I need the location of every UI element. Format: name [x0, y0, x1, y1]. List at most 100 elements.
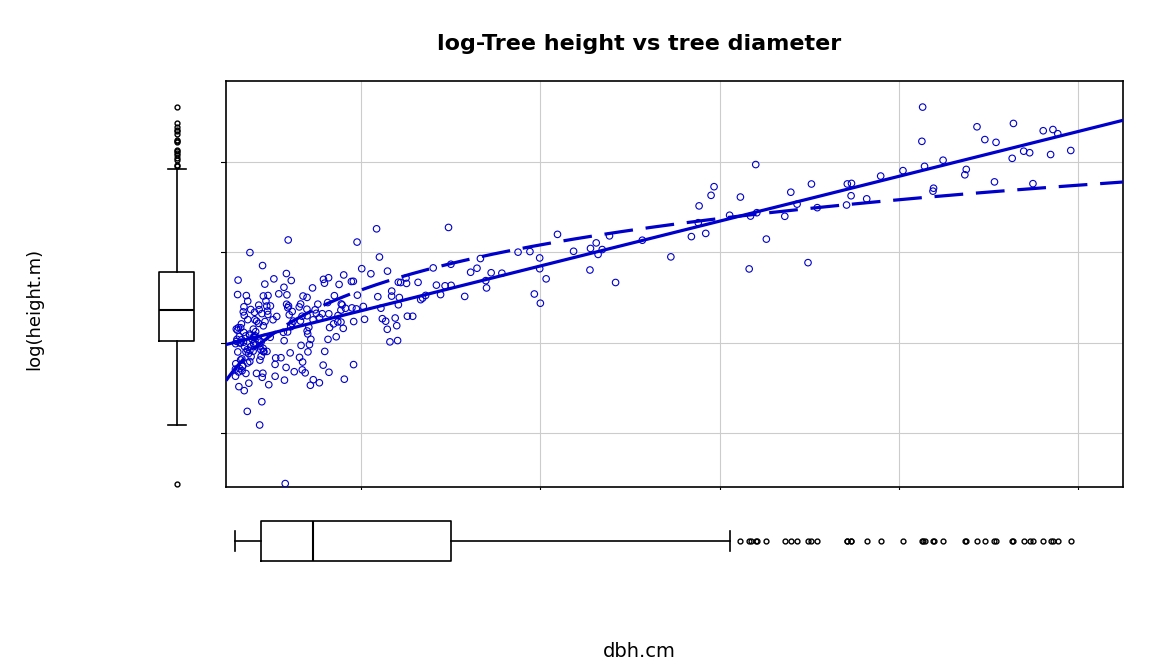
- Point: [281, 347, 300, 358]
- Point: [234, 360, 252, 371]
- Point: [409, 277, 427, 288]
- Point: [581, 265, 599, 276]
- Point: [228, 289, 247, 300]
- Point: [247, 339, 265, 350]
- Point: [382, 291, 401, 302]
- Point: [236, 331, 255, 341]
- Point: [256, 317, 274, 327]
- Point: [279, 300, 297, 311]
- Point: [582, 243, 600, 254]
- Point: [293, 364, 311, 375]
- Point: [336, 303, 355, 314]
- Point: [342, 302, 361, 313]
- Point: [482, 267, 500, 278]
- Point: [251, 341, 270, 351]
- Point: [242, 341, 260, 352]
- Text: log-Tree height vs tree diameter: log-Tree height vs tree diameter: [438, 34, 841, 54]
- Point: [309, 299, 327, 310]
- Point: [294, 291, 312, 302]
- Point: [367, 223, 386, 234]
- Point: [251, 344, 270, 355]
- Point: [373, 313, 392, 324]
- Point: [256, 332, 274, 343]
- Point: [290, 352, 309, 363]
- Point: [399, 311, 417, 322]
- Point: [325, 319, 343, 329]
- Point: [247, 327, 265, 337]
- Point: [968, 122, 986, 132]
- Point: [290, 302, 309, 312]
- Point: [333, 300, 351, 310]
- Point: [957, 164, 976, 175]
- Point: [871, 171, 889, 181]
- Point: [396, 273, 415, 284]
- Point: [275, 335, 294, 346]
- Point: [232, 323, 250, 333]
- Point: [250, 419, 268, 430]
- Point: [319, 308, 338, 319]
- Point: [732, 192, 750, 202]
- Point: [249, 318, 267, 329]
- Point: [1015, 146, 1033, 157]
- Point: [521, 246, 539, 257]
- Point: [914, 101, 932, 112]
- Point: [259, 379, 278, 390]
- Point: [249, 335, 267, 345]
- Point: [233, 353, 251, 364]
- Point: [279, 235, 297, 245]
- Point: [233, 366, 251, 376]
- Point: [242, 304, 260, 315]
- Point: [304, 374, 323, 385]
- Point: [228, 347, 247, 358]
- Point: [237, 290, 256, 301]
- Point: [278, 290, 296, 300]
- Point: [392, 277, 410, 288]
- Point: [302, 334, 320, 345]
- Point: [265, 274, 283, 284]
- Point: [304, 314, 323, 325]
- Point: [493, 268, 511, 279]
- Point: [439, 222, 457, 233]
- Point: [740, 263, 758, 274]
- Point: [276, 478, 295, 489]
- Point: [281, 321, 300, 332]
- Point: [1021, 147, 1039, 158]
- Point: [245, 332, 264, 343]
- Point: [235, 302, 253, 312]
- Point: [310, 312, 328, 323]
- Point: [266, 353, 285, 364]
- Point: [291, 298, 310, 309]
- Point: [244, 346, 263, 357]
- Point: [411, 294, 430, 305]
- Point: [746, 159, 765, 170]
- Point: [298, 292, 317, 303]
- Point: [238, 358, 257, 368]
- Point: [593, 244, 612, 255]
- Point: [397, 278, 416, 289]
- Point: [327, 331, 346, 342]
- Point: [842, 178, 861, 189]
- Point: [272, 352, 290, 363]
- Point: [227, 324, 245, 335]
- Point: [266, 371, 285, 382]
- Point: [588, 237, 606, 248]
- Point: [248, 316, 266, 327]
- Point: [335, 374, 354, 384]
- Point: [661, 251, 680, 262]
- Point: [258, 346, 276, 357]
- Point: [229, 323, 248, 333]
- Point: [427, 280, 446, 290]
- Point: [229, 381, 248, 392]
- Point: [976, 134, 994, 145]
- Point: [245, 332, 264, 343]
- Point: [297, 304, 316, 314]
- Point: [253, 343, 272, 353]
- Point: [235, 310, 253, 321]
- Point: [606, 277, 624, 288]
- Point: [236, 368, 255, 379]
- Point: [266, 359, 285, 370]
- Point: [386, 312, 404, 323]
- Point: [1003, 153, 1022, 164]
- Point: [1024, 178, 1043, 189]
- Point: [255, 321, 273, 331]
